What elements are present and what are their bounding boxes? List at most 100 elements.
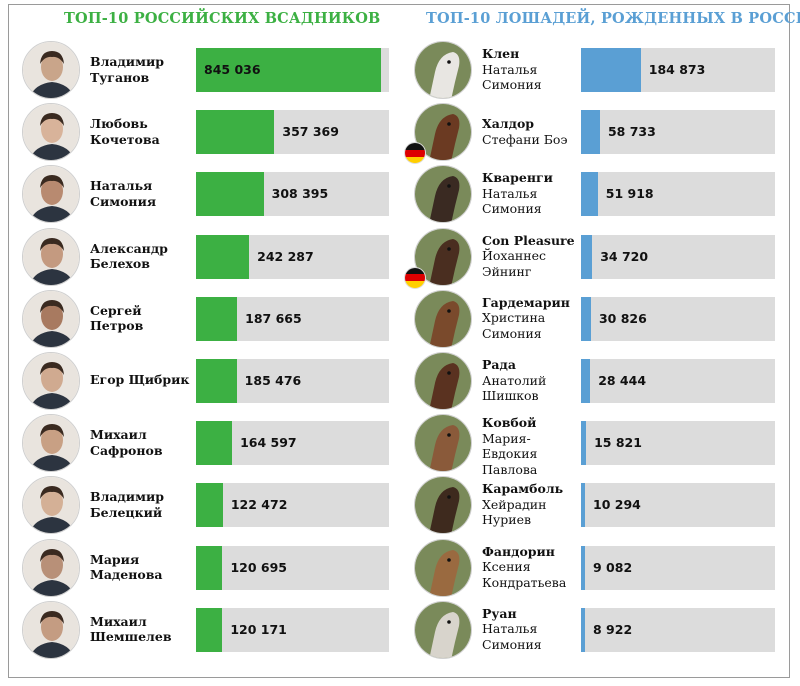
bar-track: 15 821 <box>581 421 775 466</box>
horse-rider-line: Симония <box>482 636 542 652</box>
horse-photo <box>414 289 472 348</box>
germany-flag-icon <box>404 142 426 165</box>
horse-photo <box>414 476 472 535</box>
horse-photo <box>414 165 472 224</box>
data-label: 15 821 <box>594 435 642 451</box>
bar-track: 58 733 <box>581 110 775 155</box>
horse-row: Рада Анатолий Шишков 28 444 <box>414 351 784 411</box>
rider-name-line: Наталья <box>90 178 153 194</box>
data-label: 120 171 <box>230 621 287 637</box>
bar <box>196 234 250 279</box>
horse-row: Con Pleasure Йоханнес Эйнинг 34 720 <box>404 227 784 289</box>
horse-rider-line: Христина <box>482 310 546 326</box>
horse-rider-line: Ксения <box>482 559 531 575</box>
horse-name-line: Con Pleasure <box>482 232 575 248</box>
rider-name: Наталья Симония <box>90 178 156 209</box>
bar <box>196 483 223 528</box>
bar <box>196 607 223 652</box>
rider-name-line: Шемшелев <box>90 629 172 645</box>
rider-name-line: Михаил <box>90 427 147 443</box>
rider-name: Любовь Кочетова <box>90 116 160 147</box>
bar-track: 8 922 <box>581 607 775 652</box>
rider-name: Мария Маденова <box>90 552 163 583</box>
data-label: 120 695 <box>230 559 288 575</box>
horse-rider-line: Кондратьева <box>482 574 567 590</box>
horse-row: Карамболь Хейрадин Нуриев 10 294 <box>414 475 784 535</box>
rider-name: Михаил Шемшелев <box>90 614 172 645</box>
horse-name: Халдор Стефани Боэ <box>482 116 567 147</box>
data-label: 185 476 <box>244 373 302 388</box>
data-label: 164 597 <box>240 435 297 451</box>
rider-photo <box>22 165 80 224</box>
bar <box>581 48 641 92</box>
horse-row: Ковбой Мария- Евдокия Павлова 15 821 <box>414 413 784 477</box>
rider-photo <box>22 289 80 348</box>
rider-row: Наталья Симония 308 395 <box>22 164 392 224</box>
data-label: 187 665 <box>245 310 302 326</box>
bar-track: 185 476 <box>196 359 389 403</box>
horse-rider-line: Мария- <box>482 430 531 446</box>
horse-rider-line: Павлова <box>482 461 538 477</box>
rider-name-line: Владимир <box>90 54 164 69</box>
rider-photo <box>22 352 80 410</box>
data-label: 9 082 <box>593 559 633 575</box>
horse-rider-line: Евдокия <box>482 446 538 462</box>
rider-name-line: Белецкий <box>90 504 163 520</box>
riders-heading: ТОП-10 РОССИЙСКИХ ВСАДНИКОВ <box>64 10 381 27</box>
rider-row: Любовь Кочетова 357 369 <box>22 102 392 162</box>
horse-name-line: Рада <box>482 357 516 372</box>
horse-rider-line: Стефани Боэ <box>482 131 568 147</box>
rider-photo <box>22 103 80 162</box>
rider-row: Мария Маденова 120 695 <box>22 538 392 598</box>
horse-rider-line: Анатолий <box>482 372 547 388</box>
rider-row: Владимир Белецкий 122 472 <box>22 475 392 535</box>
horse-rider-line: Симония <box>482 201 542 217</box>
bar-track: 120 171 <box>196 607 389 652</box>
bar-track: 30 826 <box>581 296 775 341</box>
data-label: 184 873 <box>648 62 706 77</box>
bar <box>581 359 591 403</box>
rider-row: Егор Щибрик 185 476 <box>22 351 392 411</box>
bar <box>196 359 237 403</box>
horse-rider-line: Эйнинг <box>482 263 532 279</box>
horse-row: Руан Наталья Симония 8 922 <box>414 600 784 660</box>
horse-row: Фандорин Ксения Кондратьева 9 082 <box>414 538 784 598</box>
data-label: 28 444 <box>598 373 647 388</box>
rider-name-line: Маденова <box>90 567 163 583</box>
bar-track: 357 369 <box>196 110 389 155</box>
horse-rider-line: Симония <box>482 77 542 92</box>
horse-name-line: Халдор <box>482 116 535 132</box>
data-label: 30 826 <box>598 310 647 326</box>
horse-name: Клен Наталья Симония <box>482 46 542 93</box>
horse-name-line: Кваренги <box>482 170 553 186</box>
rider-row: Сергей Петров 187 665 <box>22 289 392 349</box>
germany-flag-icon <box>404 266 426 289</box>
rider-name: Сергей Петров <box>90 303 143 334</box>
bar-track: 122 472 <box>196 483 389 528</box>
data-label: 242 287 <box>257 248 314 264</box>
rider-photo <box>22 414 80 473</box>
rider-name-line: Сергей <box>90 302 142 318</box>
rider-row: Михаил Сафронов 164 597 <box>22 413 392 473</box>
horse-rider-line: Наталья <box>482 621 538 637</box>
rider-name: Александр Белехов <box>90 241 168 272</box>
data-label: 58 733 <box>607 124 656 140</box>
horse-photo <box>414 600 472 659</box>
data-label: 122 472 <box>230 497 288 513</box>
rider-name-line: Петров <box>90 318 144 334</box>
rider-name-line: Кочетова <box>90 131 160 147</box>
horse-photo <box>414 41 472 99</box>
rider-name: Михаил Сафронов <box>90 427 163 458</box>
rider-photo <box>22 600 80 659</box>
bar-track: 9 082 <box>581 545 775 590</box>
horse-name-line: Ковбой <box>482 415 537 431</box>
data-label: 357 369 <box>282 124 339 140</box>
bar <box>581 545 585 590</box>
horse-rider-line: Наталья <box>482 61 538 77</box>
bar <box>581 172 598 217</box>
bar <box>196 48 382 92</box>
bar <box>196 545 223 590</box>
data-label: 10 294 <box>593 497 641 513</box>
rider-name-line: Александр <box>90 240 168 256</box>
bar-track: 28 444 <box>581 359 775 403</box>
